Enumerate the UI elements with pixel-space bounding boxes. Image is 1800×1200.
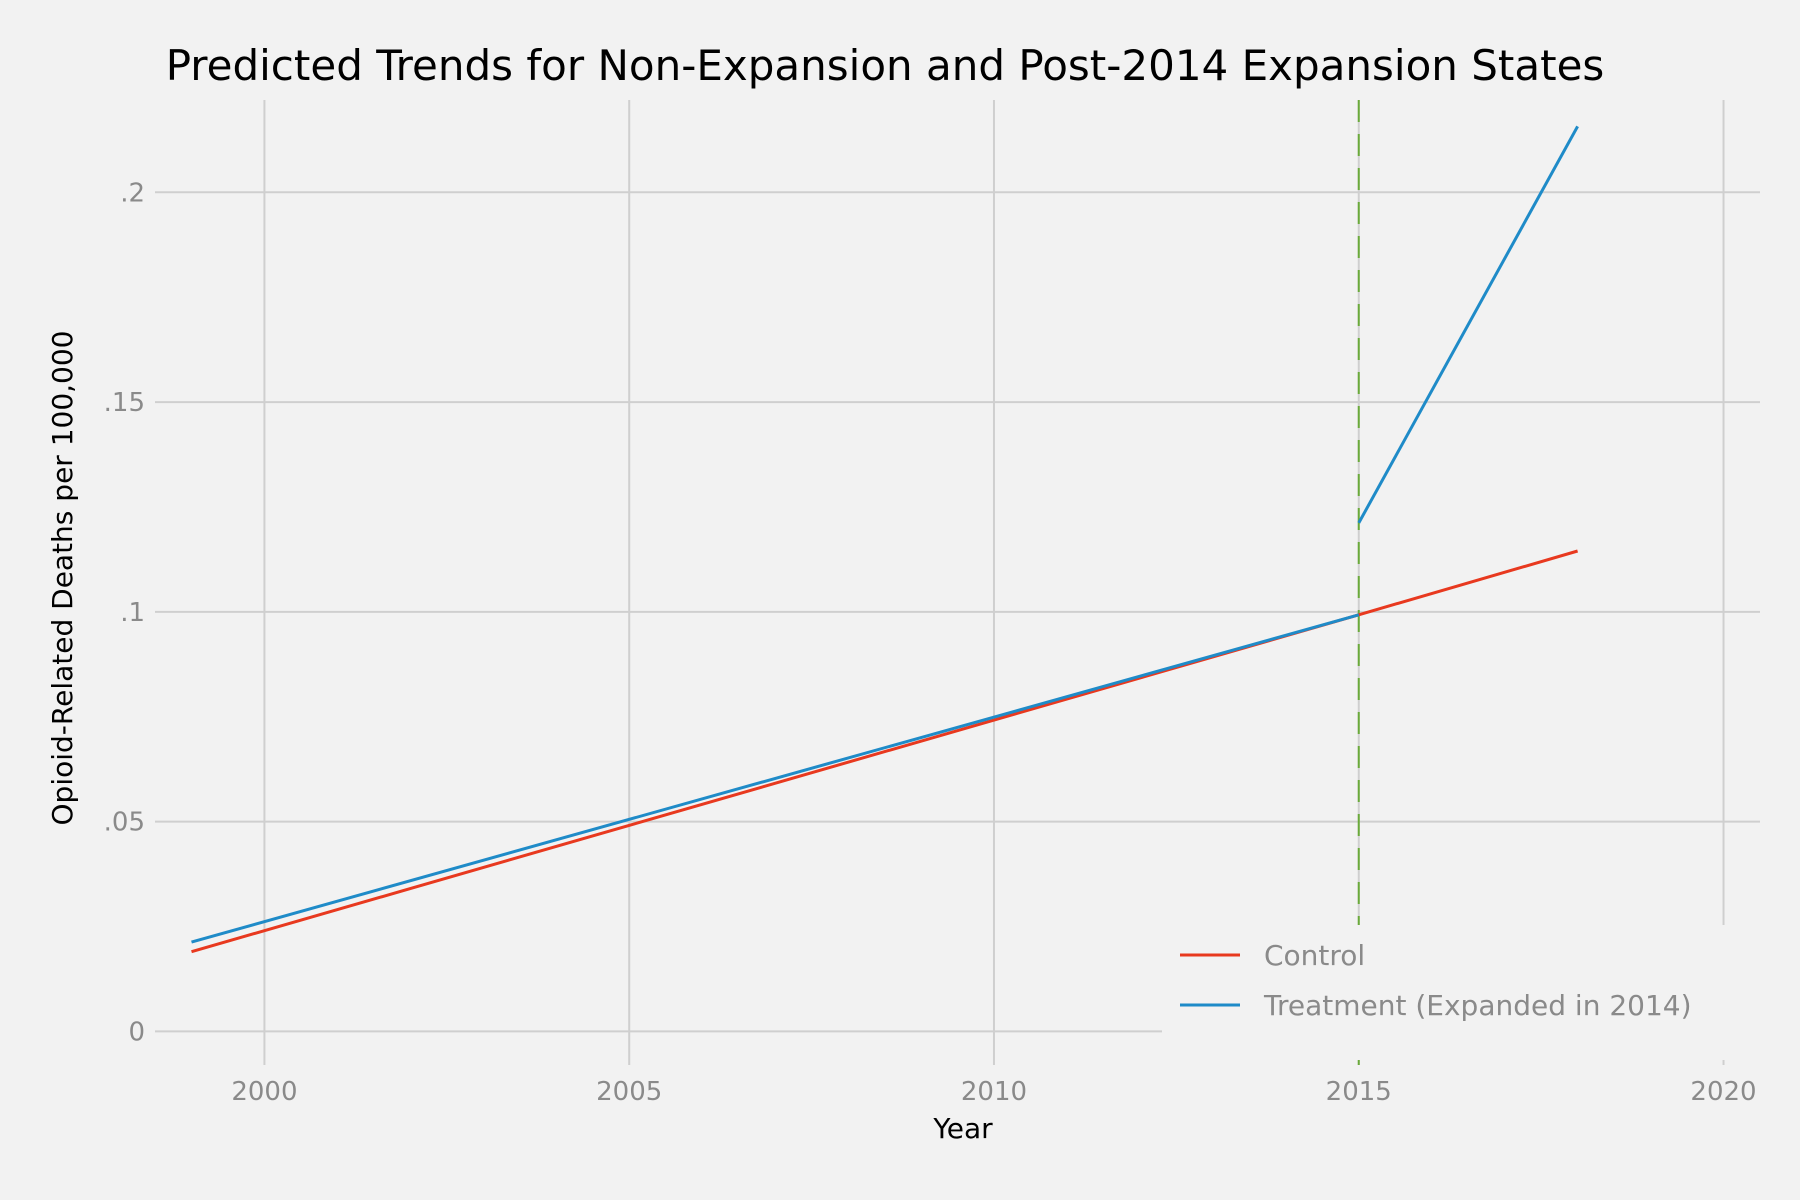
x-tick-label: 2015	[1326, 1077, 1392, 1107]
x-axis-title: Year	[932, 1112, 993, 1145]
legend-label: Treatment (Expanded in 2014)	[1263, 989, 1692, 1022]
y-tick-label: .2	[120, 178, 145, 208]
legend-background	[1162, 925, 1760, 1060]
y-tick-labels: 0 .05 .1 .15 .2	[104, 178, 145, 1047]
x-tick-label: 2005	[596, 1077, 662, 1107]
y-axis-title: Opioid-Related Deaths per 100,000	[46, 331, 79, 826]
series-line	[1357, 125, 1579, 524]
x-tick-labels: 2000 2005 2010 2015 2020	[231, 1077, 1756, 1107]
x-tick-label: 2020	[1690, 1077, 1756, 1107]
legend-label: Control	[1264, 939, 1365, 972]
chart-title: Predicted Trends for Non-Expansion and P…	[166, 41, 1605, 90]
y-tick-label: .05	[104, 808, 145, 838]
y-tick-label: .1	[120, 598, 145, 628]
series-layer	[191, 125, 1579, 954]
grid-layer	[155, 100, 1760, 1065]
y-tick-label: 0	[128, 1017, 145, 1047]
series-line	[191, 613, 1360, 944]
x-tick-label: 2010	[961, 1077, 1027, 1107]
y-tick-label: .15	[104, 388, 145, 418]
x-tick-label: 2000	[231, 1077, 297, 1107]
legend: Control Treatment (Expanded in 2014)	[1162, 925, 1760, 1060]
